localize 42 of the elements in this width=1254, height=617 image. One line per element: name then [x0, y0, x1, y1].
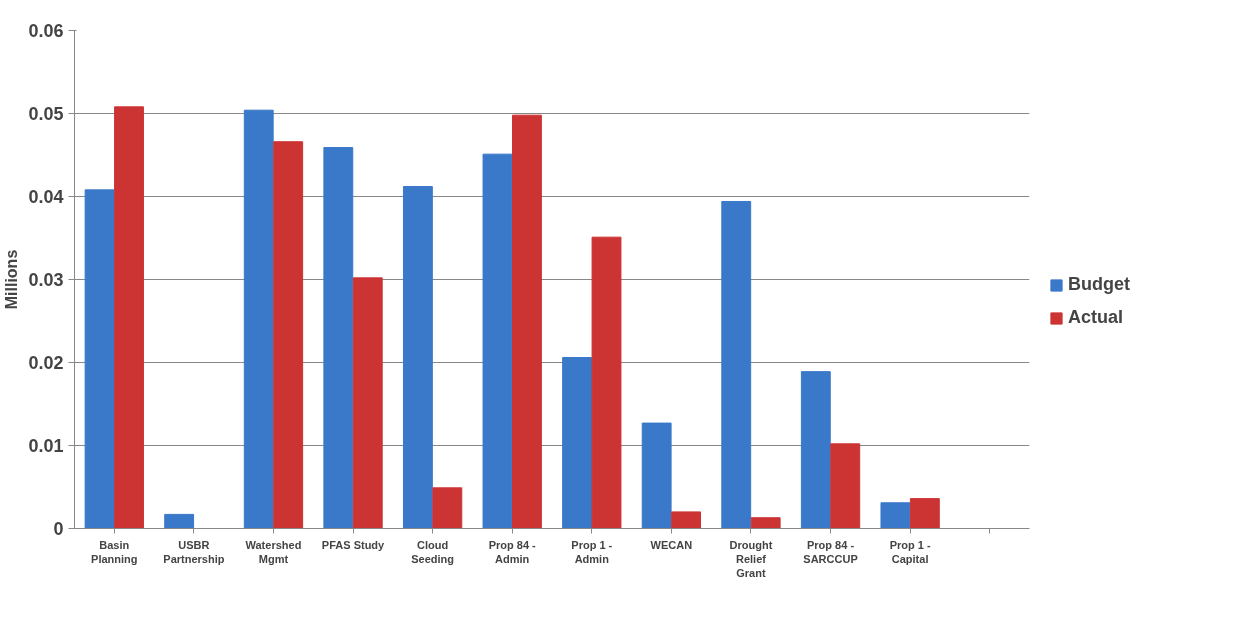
x-tick-label: WECAN: [650, 538, 693, 551]
bar: [880, 502, 911, 529]
x-tick-label: Watershed Mgmt: [245, 538, 302, 565]
y-tick-label: 0.06: [28, 21, 64, 41]
bar: [482, 153, 513, 529]
x-tick-label: Prop 84 - Admin: [488, 538, 537, 565]
x-tick-label: Prop 1 - Capital: [889, 538, 931, 565]
bar: [352, 277, 383, 529]
x-tick-label: Cloud Seeding: [411, 538, 455, 565]
bar: [909, 498, 940, 529]
x-tick-label: Drought Relief Grant: [729, 538, 773, 580]
bar: [641, 422, 672, 529]
bar: [721, 200, 752, 529]
bar: [830, 443, 861, 529]
y-tick-label: 0.02: [28, 353, 64, 373]
bar: [591, 236, 622, 529]
x-tick-label: Prop 1 - Admin: [571, 538, 613, 565]
bar: [164, 513, 195, 529]
y-tick-label: 0.03: [28, 270, 64, 290]
y-tick-label: 0.05: [28, 104, 64, 124]
bar: [243, 109, 274, 529]
y-tick-label: 0.01: [28, 436, 64, 456]
bar: [512, 114, 542, 529]
bar: [114, 106, 144, 529]
bar: [671, 511, 702, 529]
bar: [800, 371, 831, 529]
bar: [84, 189, 115, 529]
x-tick-label: Basin Planning: [91, 538, 138, 565]
legend-label: Actual: [1068, 307, 1124, 328]
bar: [750, 517, 781, 529]
y-tick-label: 0: [53, 519, 64, 539]
bar: [562, 357, 592, 529]
legend-label: Budget: [1068, 274, 1130, 295]
bar: [402, 186, 433, 529]
bar: [323, 147, 354, 529]
bar: [273, 141, 304, 529]
x-tick-label: Prop 84 - SARCCUP: [803, 538, 858, 565]
bar: [432, 487, 463, 529]
x-tick-label: PFAS Study: [321, 538, 386, 551]
x-tick-label: USBR Partnership: [163, 538, 225, 565]
y-axis-title: Millions: [3, 249, 21, 310]
y-tick-label: 0.04: [28, 187, 64, 207]
